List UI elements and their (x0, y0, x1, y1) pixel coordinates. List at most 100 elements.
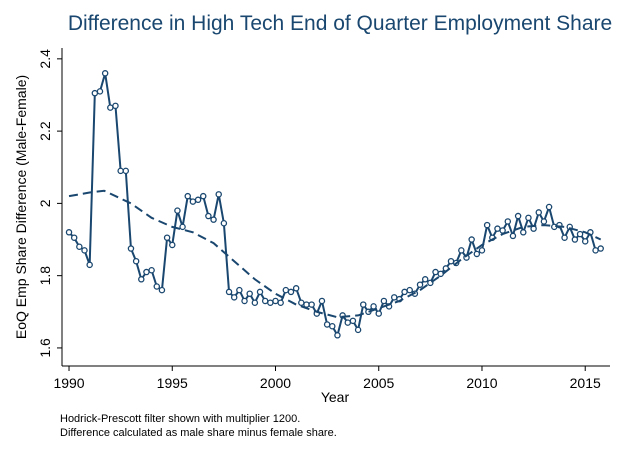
data-point (380, 297, 388, 305)
data-point (416, 281, 424, 288)
x-axis-label: Year (321, 389, 350, 405)
data-point (318, 297, 326, 305)
data-point (592, 247, 599, 254)
chart-title: Difference in High Tech End of Quarter E… (68, 12, 612, 35)
data-point (107, 104, 114, 111)
data-point (447, 257, 455, 265)
data-point (360, 301, 367, 308)
data-point (287, 288, 295, 296)
data-point (169, 241, 176, 249)
y-tick-label: 2.2 (37, 121, 53, 141)
x-tick-label: 2015 (570, 375, 601, 391)
data-point (215, 191, 222, 198)
data-point (303, 301, 310, 308)
data-point (251, 299, 259, 307)
x-tick-label: 2005 (363, 375, 394, 391)
data-point (483, 221, 491, 229)
data-point (184, 192, 191, 200)
data-point (334, 332, 341, 339)
data-point (225, 288, 233, 296)
x-tick-label: 1990 (53, 375, 84, 391)
data-point (535, 209, 543, 216)
data-point (540, 218, 548, 225)
data-point (545, 203, 553, 211)
data-point (375, 310, 382, 317)
data-point (210, 216, 217, 223)
data-point (127, 245, 135, 252)
y-tick-label: 1.6 (37, 338, 53, 358)
y-tick-label: 1.8 (37, 266, 53, 286)
data-point (158, 286, 166, 294)
data-point (468, 236, 475, 243)
data-point (194, 196, 202, 204)
data-point (112, 102, 119, 110)
note: Hodrick-Prescott filter shown with multi… (60, 413, 300, 425)
data-point (81, 247, 88, 254)
data-point (597, 245, 604, 252)
data-point (298, 299, 305, 307)
data-point (323, 321, 331, 328)
data-point (86, 261, 93, 269)
data-point (267, 299, 274, 307)
data-point (91, 89, 99, 97)
data-point (437, 270, 444, 278)
data-point (421, 276, 429, 283)
data-point (246, 290, 253, 297)
data-point (76, 243, 83, 250)
data-point (581, 238, 589, 245)
x-tick-label: 2010 (466, 375, 497, 391)
series-line (68, 189, 602, 319)
data-point (117, 167, 124, 175)
data-point (292, 285, 300, 292)
data-point (148, 266, 155, 274)
data-point (499, 227, 506, 234)
data-point (143, 268, 150, 276)
data-point (576, 230, 584, 238)
data-point (96, 88, 104, 95)
data-point (199, 192, 207, 200)
data-point (473, 250, 481, 258)
y-tick-label: 2.4 (37, 49, 53, 69)
data-point (349, 317, 357, 325)
data-point (504, 218, 512, 225)
data-point (571, 236, 579, 243)
data-point (478, 247, 486, 254)
x-tick-label: 2000 (260, 375, 291, 391)
data-point (390, 294, 398, 301)
data-point (236, 286, 243, 294)
note: Difference calculated as male share minu… (60, 427, 337, 439)
data-point (401, 288, 408, 296)
data-point (277, 299, 284, 307)
data-point (65, 229, 73, 236)
data-point (406, 286, 413, 294)
data-point (520, 229, 527, 236)
data-point (138, 276, 145, 283)
data-point (230, 294, 238, 301)
data-point (122, 167, 130, 175)
data-point (220, 220, 228, 227)
data-point (282, 286, 290, 294)
data-point (272, 297, 279, 305)
data-point (308, 301, 315, 308)
data-point (174, 207, 181, 214)
x-tick-label: 1995 (157, 375, 188, 391)
y-axis-label: EoQ Emp Share Difference (Male-Female) (13, 75, 29, 339)
data-point (179, 223, 186, 231)
data-point (509, 232, 517, 240)
data-point (153, 283, 161, 290)
data-point (494, 225, 501, 232)
data-point (205, 212, 212, 220)
data-point (354, 326, 362, 334)
data-point (163, 234, 171, 241)
data-point (261, 297, 269, 305)
data-point (525, 214, 532, 222)
data-point (432, 268, 439, 276)
data-point (189, 198, 197, 205)
data-point (132, 257, 140, 265)
data-point (256, 288, 264, 296)
data-point (561, 234, 568, 241)
data-point (370, 303, 377, 310)
data-point (329, 322, 336, 330)
